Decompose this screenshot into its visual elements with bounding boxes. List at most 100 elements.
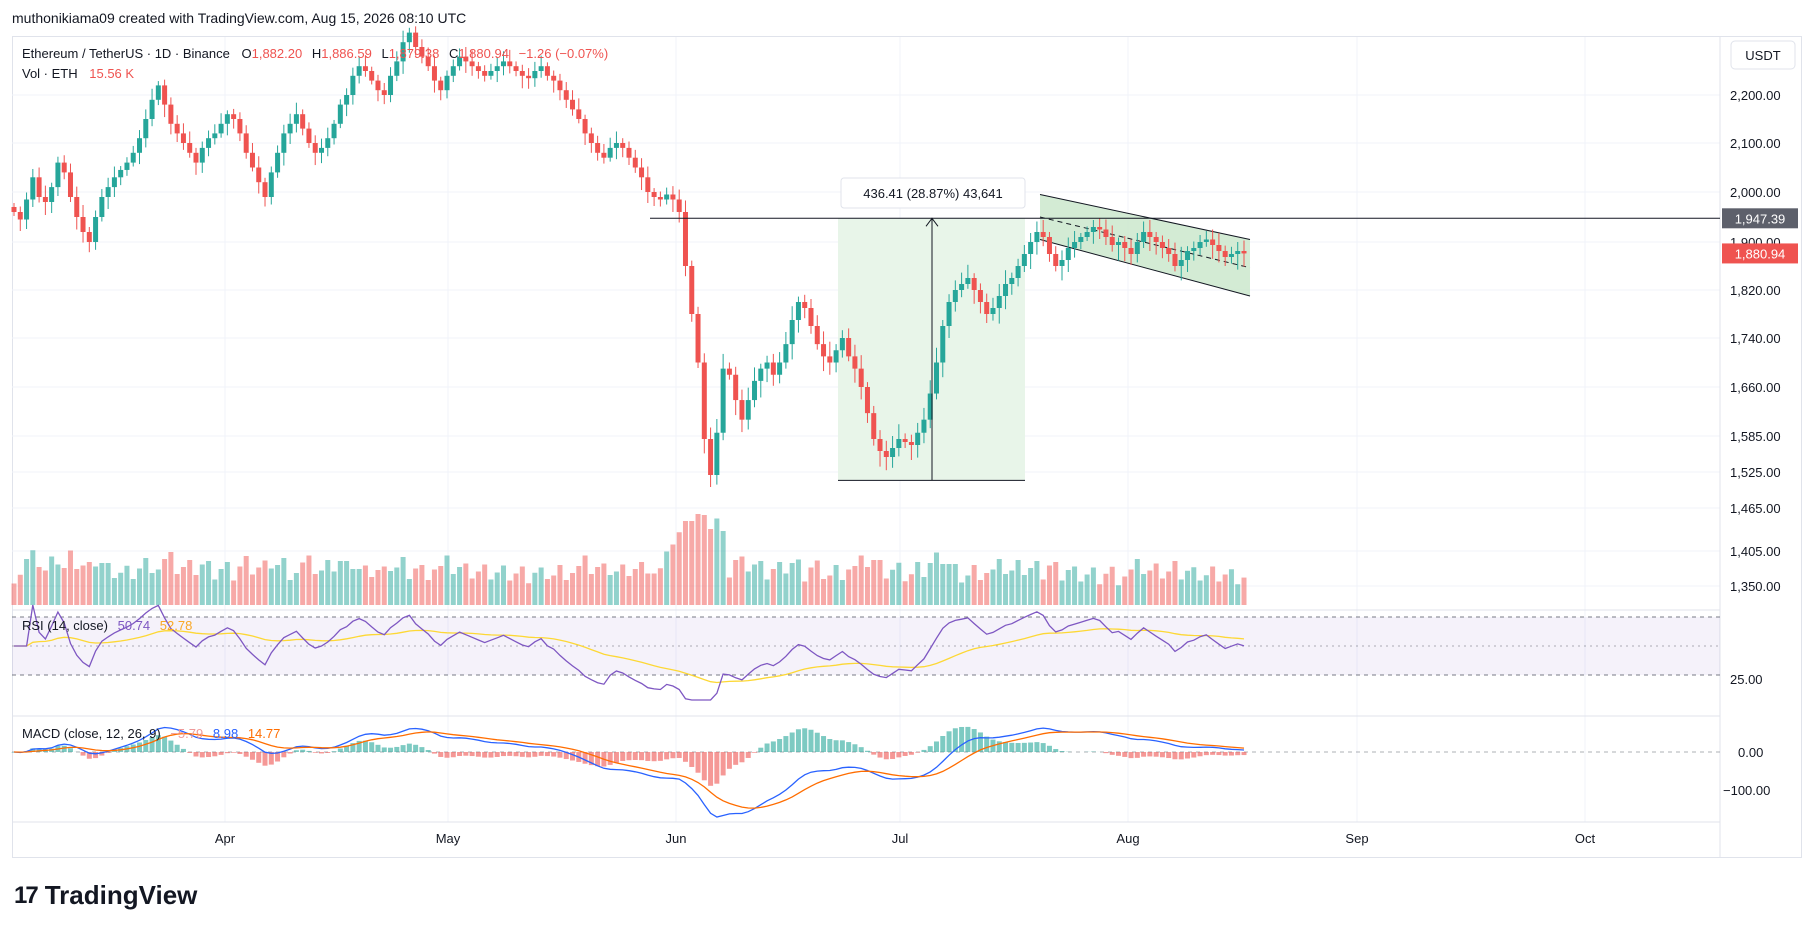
candle-body <box>375 80 381 91</box>
macd-hist-bar <box>287 752 293 754</box>
volume-bar <box>262 560 268 605</box>
macd-hist-bar <box>362 740 368 752</box>
candle-body <box>419 47 425 57</box>
macd-hist-bar <box>789 732 795 752</box>
macd-hist-bar <box>1216 752 1222 756</box>
volume-bar <box>921 577 927 605</box>
volume-bar <box>293 573 299 605</box>
macd-hist-bar <box>243 752 249 757</box>
volume-bar <box>1203 575 1209 605</box>
candle-body <box>124 162 130 170</box>
volume-bar <box>977 580 983 605</box>
price-tick: 1,350.00 <box>1730 579 1781 594</box>
volume-bar <box>306 555 312 605</box>
candle-body <box>626 147 632 158</box>
channel-upper <box>1039 194 1251 240</box>
tradingview-brand[interactable]: 17 TradingView <box>14 880 197 911</box>
currency-label[interactable]: USDT <box>1745 48 1780 63</box>
volume-bar <box>237 566 243 605</box>
macd-hist-bar <box>1040 743 1046 752</box>
macd-hist-bar <box>1134 752 1140 758</box>
volume-bar <box>1197 580 1203 605</box>
candle-body <box>400 42 406 62</box>
price-tick: 1,660.00 <box>1730 380 1781 395</box>
chart-canvas[interactable]: 436.41 (28.87%) 43,641 2,200.00 2,100.00 2… <box>0 0 1814 870</box>
candle-body <box>664 194 670 200</box>
volume-bar <box>532 572 538 605</box>
volume-bar <box>1159 578 1165 605</box>
volume-bar <box>61 568 67 605</box>
macd-hist-bar <box>300 749 306 752</box>
price-tick: 2,100.00 <box>1730 136 1781 151</box>
macd-hist-bar <box>143 739 149 752</box>
macd-hist-bar <box>758 747 764 752</box>
volume-bar <box>1172 561 1178 605</box>
macd-axis-tick-neg: −100.00 <box>1723 783 1770 798</box>
legend-h-value: 1,886.59 <box>321 46 372 61</box>
volume-bar <box>149 573 155 605</box>
candle-body <box>582 119 588 134</box>
macd-hist-bar <box>67 748 73 752</box>
candle-body <box>864 387 870 414</box>
macd-hist-bar <box>519 752 525 757</box>
macd-hist-bar <box>224 752 230 754</box>
time-tick: Jun <box>666 831 687 846</box>
macd-hist-bar <box>1172 752 1178 760</box>
macd-hist-bar <box>344 746 350 752</box>
volume-bar <box>362 565 368 605</box>
macd-hist-bar <box>544 752 550 757</box>
candle-body <box>883 451 889 457</box>
macd-hist-bar <box>613 752 619 763</box>
volume-bar <box>256 567 262 605</box>
candle-body <box>1222 251 1228 257</box>
legend-vol-value: 15.56 K <box>89 66 134 81</box>
macd-legend: MACD (close, 12, 26, 9) −5.79 8.98 14.77 <box>22 726 280 741</box>
candle-body <box>438 80 444 91</box>
macd-hist-bar <box>1028 742 1034 752</box>
macd-hist-bar <box>777 739 783 752</box>
macd-hist-bar <box>965 726 971 752</box>
candle-body <box>1115 242 1121 245</box>
volume-bar <box>570 573 576 605</box>
macd-hist-bar <box>1166 752 1172 759</box>
candle-body <box>758 368 764 381</box>
macd-hist-bar <box>588 752 594 766</box>
volume-bar <box>312 574 318 605</box>
volume-bar <box>1153 563 1159 605</box>
currency-button[interactable] <box>1730 40 1796 70</box>
volume-bar <box>337 561 343 605</box>
candle-body <box>739 400 745 420</box>
macd-hist-bar <box>174 744 180 752</box>
candle-body <box>457 56 463 67</box>
candle-body <box>287 123 293 134</box>
candle-body <box>325 138 331 148</box>
candle-body <box>30 177 36 200</box>
volume-bar <box>300 562 306 605</box>
volume-bar <box>883 578 889 605</box>
macd-hist-bar <box>199 752 205 758</box>
candle-body <box>1003 284 1009 296</box>
macd-hist-bar <box>1034 742 1040 752</box>
macd-hist-bar <box>764 743 770 752</box>
volume-bar <box>11 583 17 605</box>
candle-body <box>413 32 419 47</box>
candle-body <box>256 167 262 183</box>
volume-bar <box>1241 577 1247 605</box>
macd-hist-bar <box>425 750 431 752</box>
candle-body <box>519 71 525 76</box>
candle-body <box>212 133 218 139</box>
candle-body <box>952 290 958 302</box>
macd-hist-bar <box>394 746 400 752</box>
candle-body <box>488 71 494 76</box>
macd-hist-bar <box>701 752 707 781</box>
macd-hist-bar <box>858 747 864 752</box>
volume-bar <box>1109 566 1115 605</box>
volume-bar <box>1046 565 1052 605</box>
candle-body <box>1141 232 1147 242</box>
volume-bar <box>965 575 971 605</box>
macd-hist-bar <box>312 752 318 753</box>
macd-hist-bar <box>871 752 877 755</box>
macd-hist-bar <box>356 740 362 752</box>
candle-body <box>657 197 663 200</box>
macd-hist-bar <box>268 752 274 765</box>
